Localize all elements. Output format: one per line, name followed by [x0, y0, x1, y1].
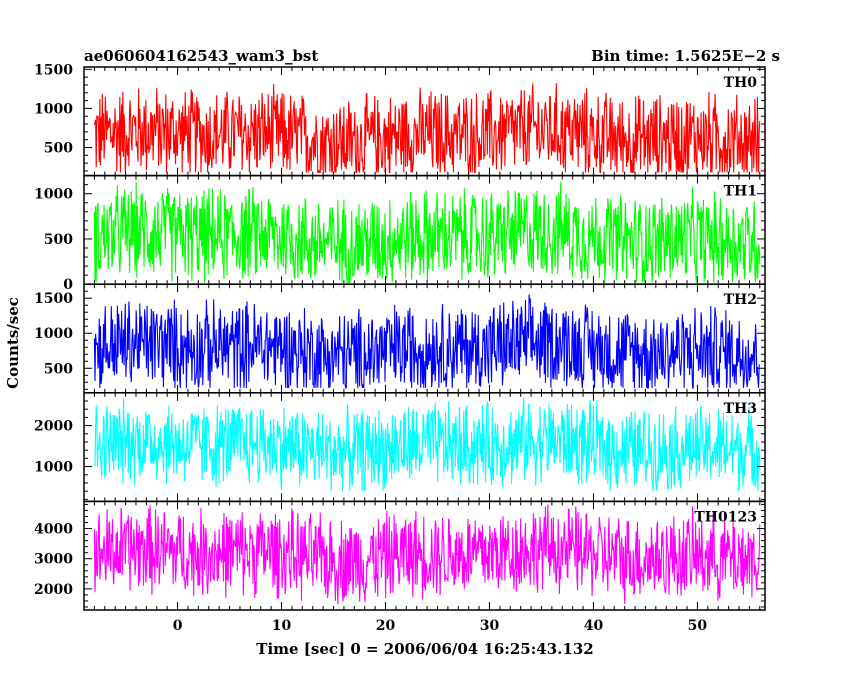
panel-th3: 1000 2000 TH3 — [34, 392, 766, 503]
chart-title-left: ae060604162543_wam3_bst — [84, 47, 318, 65]
panel-th1: 0 500 1000 TH1 — [34, 174, 766, 293]
x-tick-label: 40 — [584, 618, 604, 634]
panel-label: TH0 — [724, 75, 758, 91]
panel-label: TH2 — [724, 292, 757, 308]
panels-group: 500 1000 1500 TH0 0 500 1000 TH1 500 1000 1500 TH2 1… — [34, 62, 766, 611]
chart-title-right: Bin time: 1.5625E−2 s — [591, 47, 780, 65]
series-th0-trace — [93, 83, 761, 174]
y-tick-label: 1000 — [34, 460, 73, 476]
y-tick-label: 1000 — [34, 187, 73, 203]
panel-th2: 500 1000 1500 TH2 — [34, 283, 766, 394]
panel-frame — [83, 500, 766, 611]
x-tick-label: 20 — [376, 618, 396, 634]
series-th0123-trace — [93, 504, 761, 604]
panel-th0: 500 1000 1500 TH0 — [34, 62, 766, 177]
y-tick-label: 500 — [44, 232, 73, 248]
y-tick-label: 2000 — [34, 582, 73, 598]
y-tick-label: 1500 — [34, 62, 73, 78]
x-tick-label: 50 — [688, 618, 708, 634]
panel-label: TH0123 — [694, 509, 757, 525]
y-tick-label: 3000 — [34, 552, 73, 568]
y-tick-label: 2000 — [34, 419, 73, 435]
panel-label: TH3 — [724, 401, 757, 417]
panel-label: TH1 — [724, 184, 757, 200]
x-tick-label: 10 — [272, 618, 292, 634]
y-tick-label: 1000 — [34, 326, 73, 342]
y-tick-label: 0 — [63, 277, 73, 293]
series-th3-trace — [94, 397, 761, 492]
x-axis-label: Time [sec] 0 = 2006/06/04 16:25:43.132 — [256, 640, 593, 658]
y-tick-label: 1000 — [34, 101, 73, 117]
y-tick-label: 500 — [44, 361, 73, 377]
series-th1-trace — [93, 181, 761, 283]
panel-th0123: 2000 3000 4000 TH0123 — [34, 500, 766, 611]
x-axis: 0 10 20 30 40 50 — [173, 618, 708, 634]
y-tick-label: 4000 — [34, 522, 73, 538]
series-th2-trace — [93, 294, 761, 389]
y-axis-label: Counts/sec — [4, 297, 22, 389]
x-tick-label: 0 — [173, 618, 183, 634]
y-tick-label: 500 — [44, 140, 73, 156]
x-tick-label: 30 — [480, 618, 500, 634]
y-tick-label: 1500 — [34, 291, 73, 307]
